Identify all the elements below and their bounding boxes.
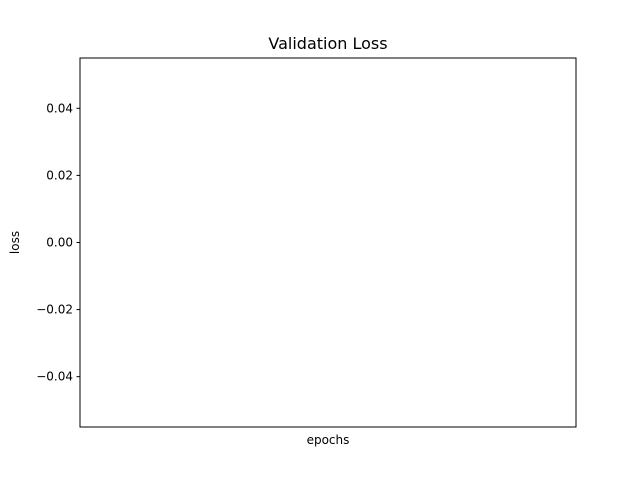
y-tick-label: −0.02 bbox=[36, 303, 73, 317]
y-tick-label: −0.04 bbox=[36, 370, 73, 384]
chart-title: Validation Loss bbox=[268, 34, 387, 53]
y-axis: −0.04 −0.02 0.00 0.02 0.04 bbox=[36, 101, 80, 384]
y-tick-label: 0.02 bbox=[46, 168, 73, 182]
y-axis-label: loss bbox=[8, 231, 22, 254]
y-tick-label: 0.00 bbox=[46, 236, 73, 250]
y-tick-label: 0.04 bbox=[46, 101, 73, 115]
x-axis-label: epochs bbox=[307, 433, 350, 447]
